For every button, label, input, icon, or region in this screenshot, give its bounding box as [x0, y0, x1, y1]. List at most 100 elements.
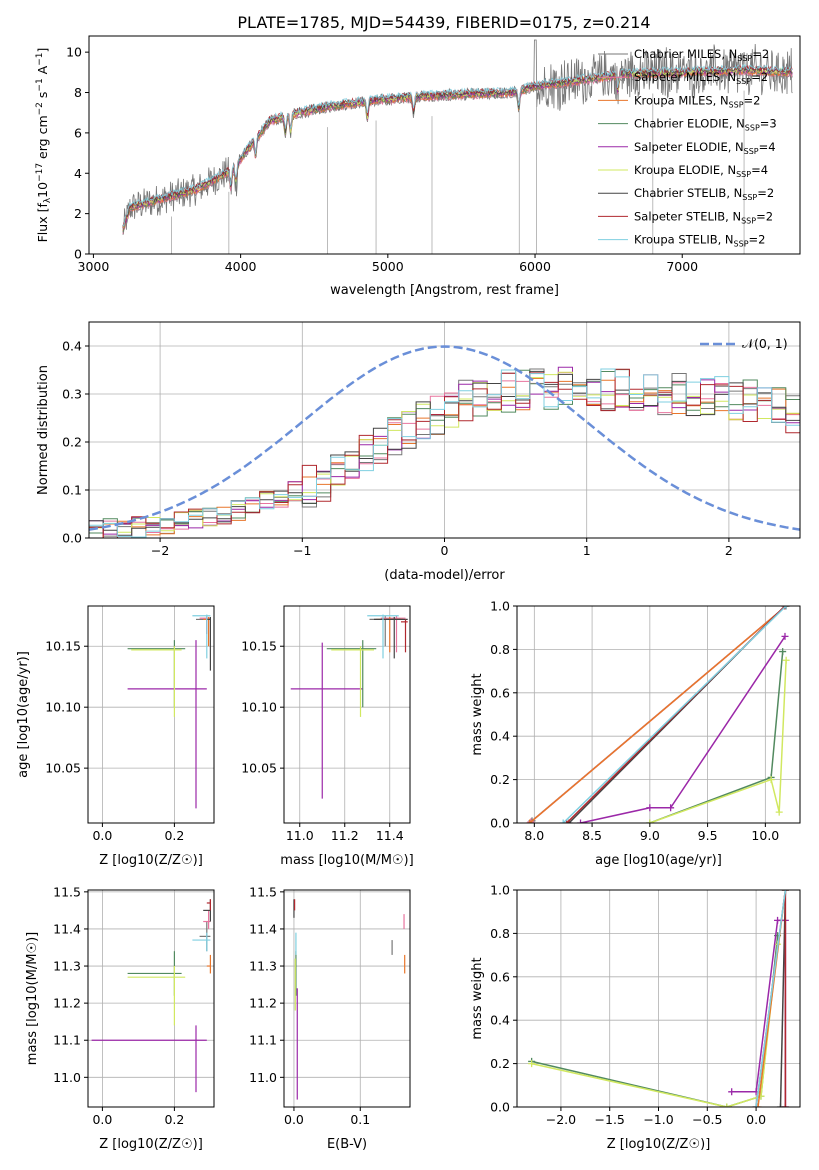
plot-area [517, 890, 800, 1107]
data-point [776, 1103, 784, 1107]
x-tick-label: 7000 [666, 259, 698, 274]
y-tick-label: 11.2 [53, 996, 81, 1011]
data-point [767, 776, 775, 784]
x-tick-label: 0.0 [746, 1112, 766, 1127]
legend-entry: Salpeter ELODIE, NSSP=4 [634, 140, 776, 156]
axes-frame [87, 889, 215, 1108]
x-tick-label: 0 [441, 543, 449, 558]
axes-frame [283, 889, 411, 1108]
y-tick-label: 10.15 [241, 639, 277, 654]
data-point [779, 648, 787, 656]
x-tick-label: 0.2 [164, 828, 184, 843]
y-axis-label: age [log10(age/yr)] [16, 651, 31, 778]
plot-area [122, 39, 793, 254]
x-tick-label: 11.2 [331, 828, 359, 843]
histogram-step [89, 372, 800, 538]
data-point [528, 1060, 536, 1068]
data-point [752, 1103, 760, 1107]
mass-weight-line [580, 635, 786, 823]
y-tick-label: 4 [74, 166, 82, 181]
x-axis-label: E(B-V) [327, 1137, 367, 1152]
data-point [781, 606, 789, 610]
x-tick-label: 3000 [78, 259, 110, 274]
mass-weight-line [779, 890, 787, 1107]
y-tick-label: 6 [74, 125, 82, 140]
figure-title: PLATE=1785, MJD=54439, FIBERID=0175, z=0… [237, 13, 650, 32]
legend-entry: Chabrier ELODIE, NSSP=3 [634, 117, 777, 133]
y-tick-label: 0.8 [490, 642, 510, 657]
y-tick-label: 0.4 [62, 339, 82, 354]
y-tick-label: 11.3 [53, 959, 81, 974]
data-point [577, 819, 585, 823]
y-tick-label: 0.0 [62, 531, 82, 546]
data-point [559, 819, 567, 823]
legend-entry: Kroupa STELIB, NSSP=2 [634, 233, 765, 249]
plot-area [88, 606, 214, 823]
data-point [754, 1103, 762, 1107]
x-tick-label: 9.0 [640, 828, 660, 843]
x-tick-label: −1 [293, 543, 311, 558]
y-tick-label: 10.05 [45, 761, 81, 776]
x-tick-label: 11.4 [376, 828, 404, 843]
y-tick-label: 0 [74, 247, 82, 262]
x-tick-label: −1.5 [595, 1112, 625, 1127]
x-tick-label: 0.2 [164, 1112, 184, 1127]
y-tick-label: 0.6 [490, 969, 510, 984]
y-tick-label: 10.10 [45, 700, 81, 715]
legend-entry: Kroupa ELODIE, NSSP=4 [634, 163, 768, 179]
y-tick-label: 11.5 [249, 884, 277, 899]
data-point [526, 819, 534, 823]
y-tick-label: 11.4 [249, 921, 277, 936]
chart-mass_weight_vs_age: 8.0 8.5 9.0 9.5 10.0 0.0 0.2 0.4 0.6 0.8 1.0 age [l… [470, 599, 801, 868]
y-tick-label: 11.5 [53, 884, 81, 899]
x-tick-label: −0.5 [692, 1112, 722, 1127]
plot-area [89, 322, 800, 538]
axes-frame [516, 605, 801, 824]
histogram-step [89, 370, 800, 536]
y-tick-label: 11.2 [249, 996, 277, 1011]
y-tick-label: 10.15 [45, 639, 81, 654]
mass-weight-line [649, 651, 784, 823]
mass-weight-line [531, 944, 779, 1107]
data-point [781, 1103, 789, 1107]
x-tick-label: 0.0 [92, 1112, 112, 1127]
y-tick-label: 11.0 [249, 1070, 277, 1085]
chart-age_vs_Z: 0.0 0.2 10.05 10.10 10.15 Z [log10(Z/Z☉)] age … [16, 605, 215, 868]
y-axis-label: mass [log10(M/M☉)] [25, 932, 40, 1065]
y-tick-label: 10.05 [241, 761, 277, 776]
y-tick-label: 11.0 [53, 1070, 81, 1085]
data-point [667, 804, 675, 812]
y-axis-label: mass weight [470, 957, 485, 1039]
x-axis-label: Z [log10(Z/Z☉)] [99, 1137, 203, 1152]
y-tick-label: 10 [66, 45, 82, 60]
chart-spectrum: 3000 4000 5000 6000 7000 0 2 4 6 8 10 wavelength [A… [35, 35, 801, 298]
data-point [782, 656, 790, 664]
data-point [646, 819, 654, 823]
y-tick-label: 0.2 [490, 772, 510, 787]
legend-entry: Chabrier MILES, NSSP=2 [634, 47, 769, 63]
y-tick-label: 1.0 [490, 599, 510, 614]
x-axis-label: Z [log10(Z/Z☉)] [99, 853, 203, 868]
legend-entry: Salpeter MILES, NSSP=2 [634, 70, 768, 86]
y-tick-label: 10.10 [241, 700, 277, 715]
x-tick-label: −1.0 [643, 1112, 673, 1127]
x-axis-label: age [log10(age/yr)] [595, 853, 722, 868]
y-axis-label: Flux [fλ10−17 erg cm−2 s−1 A−1] [35, 48, 53, 243]
legend: Chabrier MILES, NSSP=2 Salpeter MILES, NS… [598, 47, 777, 249]
legend-entry: Salpeter STELIB, NSSP=2 [634, 209, 773, 225]
data-point [775, 808, 783, 816]
x-tick-label: 1 [583, 543, 591, 558]
mass-weight-line [755, 890, 787, 1107]
data-point [782, 606, 790, 610]
legend-entry: 𝒩(0, 1) [742, 336, 788, 351]
axes-frame [88, 35, 801, 255]
mass-weight-line [529, 606, 787, 823]
data-point [646, 804, 654, 812]
spectrum-model-line [122, 63, 793, 228]
y-tick-label: 0.2 [490, 1056, 510, 1071]
x-tick-label: 0.1 [350, 1112, 370, 1127]
legend-entry: Chabrier STELIB, NSSP=2 [634, 186, 774, 202]
y-tick-label: 11.1 [53, 1033, 81, 1048]
data-point [723, 1103, 731, 1107]
